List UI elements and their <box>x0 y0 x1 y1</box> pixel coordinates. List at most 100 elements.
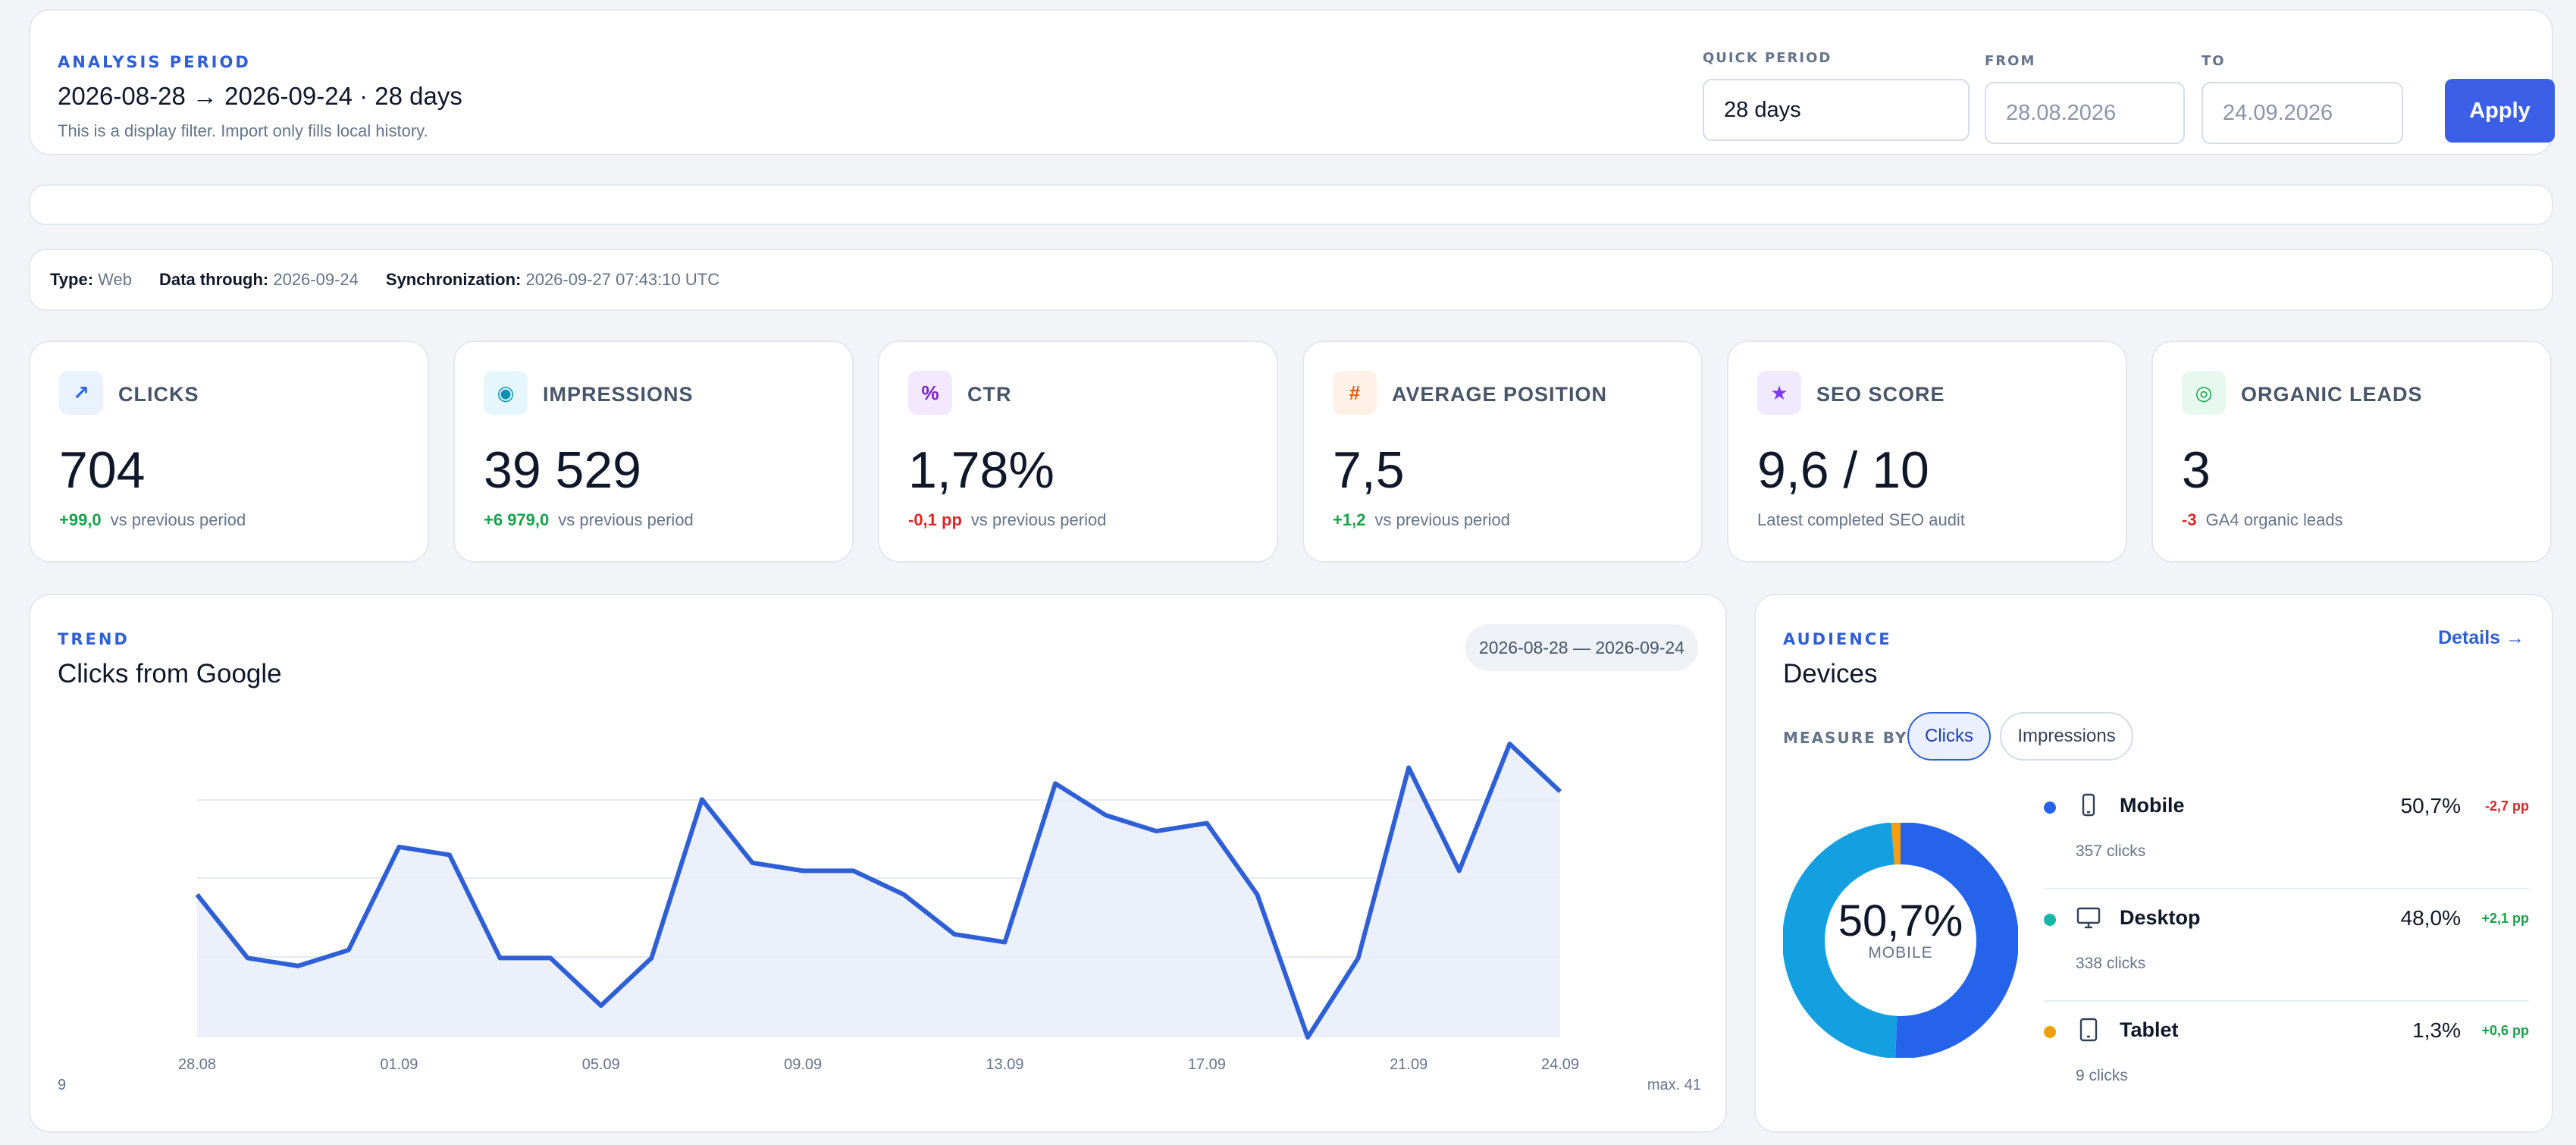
device-name: Desktop <box>2120 906 2201 929</box>
audience-card: AUDIENCE Devices Details → MEASURE BY: C… <box>1754 594 2553 1133</box>
device-percent: 1,3% <box>2412 1018 2461 1042</box>
kpi-footnote: -3 GA4 organic leads <box>2182 510 2343 530</box>
kpi-footnote: +1,2 vs previous period <box>1333 510 1510 530</box>
apply-button[interactable]: Apply <box>2445 79 2555 143</box>
kpi-label: CLICKS <box>118 383 199 406</box>
device-change: +0,6 pp <box>2481 1023 2529 1038</box>
legend-dot <box>2044 914 2056 926</box>
kpi-comparison: vs previous period <box>110 510 246 529</box>
target-icon: ◎ <box>2182 371 2226 415</box>
analysis-period-card: ANALYSIS PERIOD 2026-08-28 → 2026-09-24 … <box>29 9 2555 155</box>
period-note: This is a display filter. Import only fi… <box>58 121 428 140</box>
kpi-value: 9,6 / 10 <box>1757 441 1929 499</box>
kpi-footnote: -0,1 pp vs previous period <box>908 510 1106 530</box>
quick-period-select[interactable]: 28 days <box>1703 79 1970 141</box>
device-change: +2,1 pp <box>2481 911 2529 926</box>
donut-slice-tablet <box>1783 823 2018 1058</box>
measure-clicks-pill[interactable]: Clicks <box>1907 712 1991 761</box>
monitor-icon <box>2076 907 2101 929</box>
trend-title: Clicks from Google <box>58 659 282 689</box>
kpi-label: SEO SCORE <box>1816 383 1945 406</box>
x-tick-label: 17.09 <box>1188 1056 1226 1073</box>
kpi-delta: +1,2 <box>1333 510 1366 529</box>
trend-card: 28.08 01.09 05.09 09.09 13.09 17.09 21.09 24.09… <box>29 594 1727 1133</box>
smartphone-icon <box>2082 793 2095 817</box>
quick-period-label: QUICK PERIOD <box>1703 50 1832 66</box>
meta-data-through: Data through: 2026-09-24 <box>159 270 359 289</box>
period-headline: 2026-08-28 → 2026-09-24 · 28 days <box>58 82 462 110</box>
x-tick-label: 21.09 <box>1390 1056 1427 1073</box>
hash-icon: # <box>1333 371 1377 415</box>
kpi-comparison: vs previous period <box>1374 510 1510 529</box>
kpi-value: 1,78% <box>908 441 1055 499</box>
legend-dot <box>2044 802 2056 814</box>
x-tick-label: 28.08 <box>178 1056 216 1073</box>
kpi-value: 704 <box>59 441 146 499</box>
kpi-delta: -0,1 pp <box>908 510 962 529</box>
star-icon: ★ <box>1757 371 1801 415</box>
clicks-area <box>197 744 1560 1037</box>
kpi-card-ctr: % CTR 1,78% -0,1 pp vs previous period <box>878 340 1278 563</box>
donut-slice-desktop <box>1783 823 2018 1058</box>
x-tick-label: 13.09 <box>986 1056 1023 1073</box>
meta-type: Type: Web <box>50 270 133 289</box>
x-tick-label: 24.09 <box>1541 1056 1579 1073</box>
kpi-card-average-position: # AVERAGE POSITION 7,5 +1,2 vs previous peri… <box>1302 340 1703 563</box>
meta-synchronization: Synchronization: 2026-09-27 07:43:10 UTC <box>385 270 720 289</box>
kpi-footnote: +99,0 vs previous period <box>59 510 246 530</box>
device-clicks: 9 clicks <box>2076 1067 2128 1084</box>
device-clicks: 338 clicks <box>2076 955 2146 972</box>
kpi-card-impressions: ◉ IMPRESSIONS 39 529 +6 979,0 vs previous pe… <box>453 340 854 563</box>
from-date-input[interactable]: 28.08.2026 <box>1985 82 2185 144</box>
donut-center: 50,7% MOBILE <box>1783 899 2018 962</box>
divider <box>2044 888 2529 889</box>
to-label: TO <box>2202 53 2226 69</box>
data-meta-bar: Type: Web Data through: 2026-09-24 Synch… <box>29 249 2553 311</box>
kpi-card-seo-score: ★ SEO SCORE 9,6 / 10 Latest completed SEO a… <box>1727 340 2127 563</box>
kpi-label: ORGANIC LEADS <box>2241 383 2423 406</box>
from-label: FROM <box>1985 53 2036 69</box>
measure-by-label: MEASURE BY: <box>1783 729 1914 747</box>
kpi-comparison: vs previous period <box>970 510 1107 529</box>
kpi-card-clicks: ↗ CLICKS 704 +99,0 vs previous period <box>29 340 429 563</box>
kpi-value: 3 <box>2182 441 2211 499</box>
device-name: Tablet <box>2120 1018 2179 1041</box>
y-max-label: max. 41 <box>1647 1077 1701 1093</box>
eye-icon: ◉ <box>484 371 528 415</box>
measure-impressions-pill[interactable]: Impressions <box>2000 712 2133 761</box>
legend-dot <box>2044 1026 2056 1038</box>
device-percent: 48,0% <box>2400 906 2461 930</box>
kpi-value: 39 529 <box>484 441 641 499</box>
device-change: -2,7 pp <box>2484 798 2529 814</box>
divider <box>2044 1000 2529 1002</box>
kpi-comparison: GA4 organic leads <box>2205 510 2343 529</box>
empty-status-bar <box>29 184 2553 225</box>
kpi-delta: +99,0 <box>59 510 102 529</box>
period-eyebrow: ANALYSIS PERIOD <box>58 53 251 71</box>
device-clicks: 357 clicks <box>2076 842 2146 860</box>
kpi-value: 7,5 <box>1333 441 1405 499</box>
trend-range-badge: 2026-08-28 — 2026-09-24 <box>1465 624 1698 671</box>
kpi-label: AVERAGE POSITION <box>1392 383 1608 406</box>
kpi-label: IMPRESSIONS <box>543 383 694 406</box>
donut-center-label: MOBILE <box>1868 944 1933 961</box>
kpi-delta: +6 979,0 <box>484 510 550 529</box>
trend-eyebrow: TREND <box>58 630 130 648</box>
donut-center-value: 50,7% <box>1838 896 1963 946</box>
kpi-footnote: +6 979,0 vs previous period <box>484 510 694 530</box>
audience-title: Devices <box>1783 659 1878 689</box>
devices-donut-chart <box>1783 823 2018 1058</box>
device-name: Mobile <box>2120 794 2185 817</box>
x-tick-label: 01.09 <box>380 1056 418 1073</box>
audience-eyebrow: AUDIENCE <box>1783 630 1892 648</box>
device-percent: 50,7% <box>2400 794 2461 817</box>
device-row-mobile: Mobile 50,7% -2,7 pp 357 clicks <box>2044 777 2529 889</box>
kpi-card-organic-leads: ◎ ORGANIC LEADS 3 -3 GA4 organic leads <box>2151 340 2552 563</box>
trend-arrow-icon: ↗ <box>59 371 103 415</box>
to-date-input[interactable]: 24.09.2026 <box>2202 82 2403 144</box>
x-tick-label: 09.09 <box>784 1056 822 1073</box>
y-min-label: 9 <box>58 1077 66 1093</box>
details-link[interactable]: Details → <box>2438 627 2524 648</box>
kpi-footnote: Latest completed SEO audit <box>1757 510 1965 530</box>
tablet-icon <box>2079 1018 2098 1042</box>
